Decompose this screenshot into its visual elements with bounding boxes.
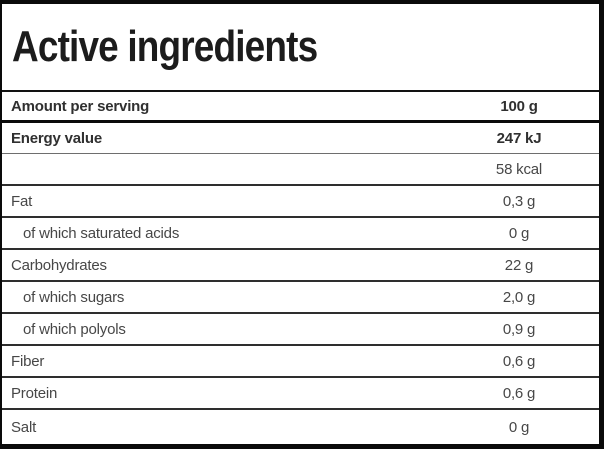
header-value: 100 g <box>500 97 538 115</box>
row-value: 0,6 g <box>502 352 536 370</box>
row-label: of which saturated acids <box>23 224 180 242</box>
row-label: Energy value <box>11 129 102 147</box>
row-label: Salt <box>11 418 37 436</box>
table-row: Fiber 0,6 g <box>2 346 599 378</box>
table-row: of which sugars 2,0 g <box>2 282 599 314</box>
page-title: Active ingredients <box>12 22 318 71</box>
row-value: 22 g <box>504 256 534 274</box>
row-label: Carbohydrates <box>11 256 107 274</box>
table-row: of which polyols 0,9 g <box>2 314 599 346</box>
row-label: Fiber <box>11 352 45 370</box>
table-row: of which saturated acids 0 g <box>2 218 599 250</box>
table-row: Energy value 247 kJ <box>2 123 599 154</box>
table-row: Protein 0,6 g <box>2 378 599 410</box>
row-value: 0 g <box>508 418 530 436</box>
header-row: Amount per serving 100 g <box>2 92 599 123</box>
row-value: 0,9 g <box>502 320 536 338</box>
table-row: 58 kcal <box>2 154 599 186</box>
row-label: of which polyols <box>23 320 126 338</box>
label-title-row: Active ingredients <box>2 4 599 92</box>
row-value: 247 kJ <box>496 129 542 147</box>
row-label: Protein <box>11 384 58 402</box>
table-row: Fat 0,3 g <box>2 186 599 218</box>
header-label: Amount per serving <box>11 97 150 115</box>
row-value: 2,0 g <box>502 288 536 306</box>
row-value: 0,3 g <box>502 192 536 210</box>
row-value: 58 kcal <box>495 160 543 178</box>
row-label: of which sugars <box>23 288 125 306</box>
row-value: 0,6 g <box>502 384 536 402</box>
table-row: Carbohydrates 22 g <box>2 250 599 282</box>
row-label: Fat <box>11 192 33 210</box>
row-value: 0 g <box>508 224 530 242</box>
table-row: Salt 0 g <box>2 410 599 444</box>
